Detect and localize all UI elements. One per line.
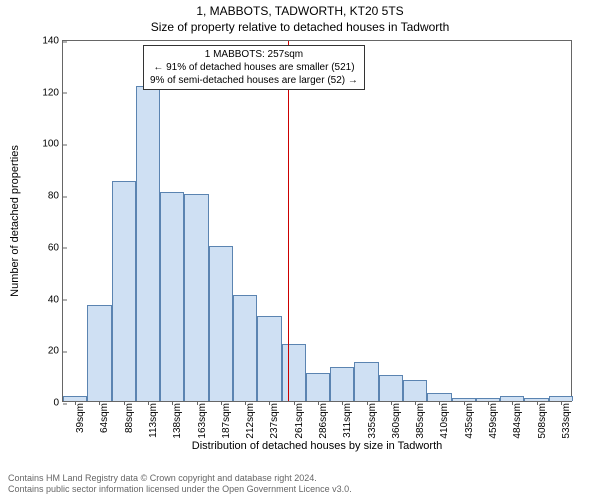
- x-tick-label: 410sqm: [439, 401, 450, 439]
- histogram-bar: [136, 86, 160, 401]
- x-tick-mark: [488, 401, 489, 405]
- x-tick-label: 435sqm: [464, 401, 475, 439]
- y-tick-label: 60: [27, 242, 63, 253]
- x-tick-label: 286sqm: [318, 401, 329, 439]
- histogram-bar: [112, 181, 136, 401]
- annotation-line: 1 MABBOTS: 257sqm: [150, 48, 358, 61]
- x-tick-label: 88sqm: [124, 401, 135, 433]
- x-tick-mark: [561, 401, 562, 405]
- x-tick-mark: [367, 401, 368, 405]
- y-tick-label: 140: [27, 36, 63, 47]
- x-tick-label: 335sqm: [367, 401, 378, 439]
- x-tick-mark: [415, 401, 416, 405]
- chart-container: 1, MABBOTS, TADWORTH, KT20 5TS Size of p…: [4, 4, 596, 462]
- x-tick-label: 212sqm: [245, 401, 256, 439]
- histogram-bar: [330, 367, 354, 401]
- x-tick-label: 459sqm: [488, 401, 499, 439]
- histogram-bar: [403, 380, 427, 401]
- histogram-bar: [354, 362, 378, 401]
- x-tick-label: 39sqm: [75, 401, 86, 433]
- x-tick-label: 237sqm: [269, 401, 280, 439]
- y-tick-label: 0: [27, 398, 63, 409]
- x-tick-mark: [269, 401, 270, 405]
- y-tick-label: 100: [27, 139, 63, 150]
- x-tick-mark: [124, 401, 125, 405]
- x-tick-mark: [172, 401, 173, 405]
- chart-subtitle: Size of property relative to detached ho…: [4, 20, 596, 34]
- x-tick-mark: [245, 401, 246, 405]
- x-tick-label: 138sqm: [172, 401, 183, 439]
- annotation-box: 1 MABBOTS: 257sqm← 91% of detached house…: [143, 45, 365, 90]
- histogram-bar: [160, 192, 184, 401]
- histogram-bar: [209, 246, 233, 401]
- x-tick-mark: [99, 401, 100, 405]
- x-tick-mark: [221, 401, 222, 405]
- x-tick-label: 113sqm: [148, 401, 159, 438]
- y-tick-label: 80: [27, 191, 63, 202]
- histogram-bar: [282, 344, 306, 401]
- y-tick-label: 40: [27, 294, 63, 305]
- x-tick-mark: [439, 401, 440, 405]
- reference-line: [288, 41, 289, 401]
- annotation-line: ← 91% of detached houses are smaller (52…: [150, 61, 358, 74]
- x-tick-mark: [318, 401, 319, 405]
- y-axis-label: Number of detached properties: [8, 40, 22, 402]
- histogram-bar: [233, 295, 257, 401]
- x-tick-mark: [294, 401, 295, 405]
- copyright-line: Contains HM Land Registry data © Crown c…: [8, 473, 352, 485]
- x-tick-label: 163sqm: [197, 401, 208, 439]
- y-tick-label: 120: [27, 87, 63, 98]
- histogram-bar: [257, 316, 281, 401]
- x-tick-label: 385sqm: [415, 401, 426, 439]
- x-tick-label: 187sqm: [221, 401, 232, 439]
- x-tick-mark: [391, 401, 392, 405]
- y-tick-label: 20: [27, 346, 63, 357]
- histogram-bar: [427, 393, 451, 401]
- x-tick-label: 261sqm: [294, 401, 305, 439]
- histogram-bar: [184, 194, 208, 401]
- x-tick-label: 508sqm: [537, 401, 548, 439]
- x-tick-mark: [197, 401, 198, 405]
- x-tick-label: 64sqm: [99, 401, 110, 433]
- x-tick-mark: [75, 401, 76, 405]
- histogram-bar: [87, 305, 111, 401]
- x-tick-label: 533sqm: [561, 401, 572, 439]
- annotation-line: 9% of semi-detached houses are larger (5…: [150, 74, 358, 87]
- chart-title: 1, MABBOTS, TADWORTH, KT20 5TS: [4, 4, 596, 18]
- x-tick-mark: [148, 401, 149, 405]
- histogram-bar: [379, 375, 403, 401]
- x-tick-label: 484sqm: [512, 401, 523, 439]
- histogram-bar: [306, 373, 330, 401]
- x-tick-label: 311sqm: [342, 401, 353, 438]
- copyright-notice: Contains HM Land Registry data © Crown c…: [8, 473, 352, 496]
- x-tick-label: 360sqm: [391, 401, 402, 439]
- x-tick-mark: [537, 401, 538, 405]
- x-tick-mark: [464, 401, 465, 405]
- x-tick-mark: [342, 401, 343, 405]
- x-axis-label: Distribution of detached houses by size …: [62, 440, 572, 452]
- plot-area: 02040608010012014039sqm64sqm88sqm113sqm1…: [62, 40, 572, 402]
- x-tick-mark: [512, 401, 513, 405]
- copyright-line: Contains public sector information licen…: [8, 484, 352, 496]
